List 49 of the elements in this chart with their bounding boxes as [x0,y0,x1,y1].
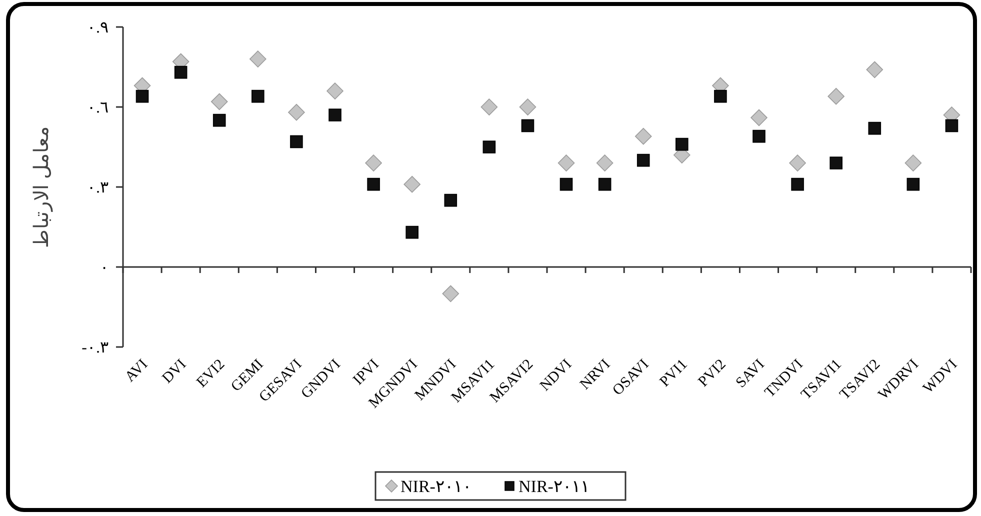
point [212,114,226,127]
point [482,140,496,154]
point [290,135,303,148]
point [636,154,650,167]
point [791,178,804,191]
point [828,88,844,105]
point [904,154,922,172]
point [480,98,498,116]
point [596,154,614,172]
legend-label: NIR-٢٠١١ [518,476,590,496]
point [676,138,688,151]
point [326,82,344,100]
point [288,104,305,121]
point [634,128,652,145]
point [752,130,766,143]
legend-label: NIR-٢٠١٠ [400,476,472,496]
point [521,119,534,132]
x-tick-label: DVI [159,356,190,387]
point [252,90,264,103]
point [136,90,149,103]
point [598,178,612,191]
point [830,156,842,170]
y-tick-label: ٠ [100,260,109,277]
point [444,194,458,207]
y-tick-label: ٠.٣ [87,180,109,197]
y-tick-label: ٠.٦ [87,100,109,117]
y-tick-label: -٠.٣ [82,340,109,357]
point [714,90,727,103]
point [174,66,188,79]
y-tick-label: ٠.٩ [87,20,109,37]
point [560,178,573,191]
point [367,178,380,191]
point [906,178,920,191]
point [250,50,266,68]
point [328,108,342,122]
point [558,154,575,172]
x-tick-label: AVI [122,356,152,386]
point [365,154,382,172]
point [750,109,768,126]
point [945,119,958,132]
point [789,154,806,172]
point [404,176,420,193]
y-axis-title: معامل الارتباط [31,126,53,248]
point [519,98,536,116]
point [210,93,228,110]
point [406,226,418,239]
point [442,285,460,302]
point [868,122,882,135]
point [866,61,884,78]
